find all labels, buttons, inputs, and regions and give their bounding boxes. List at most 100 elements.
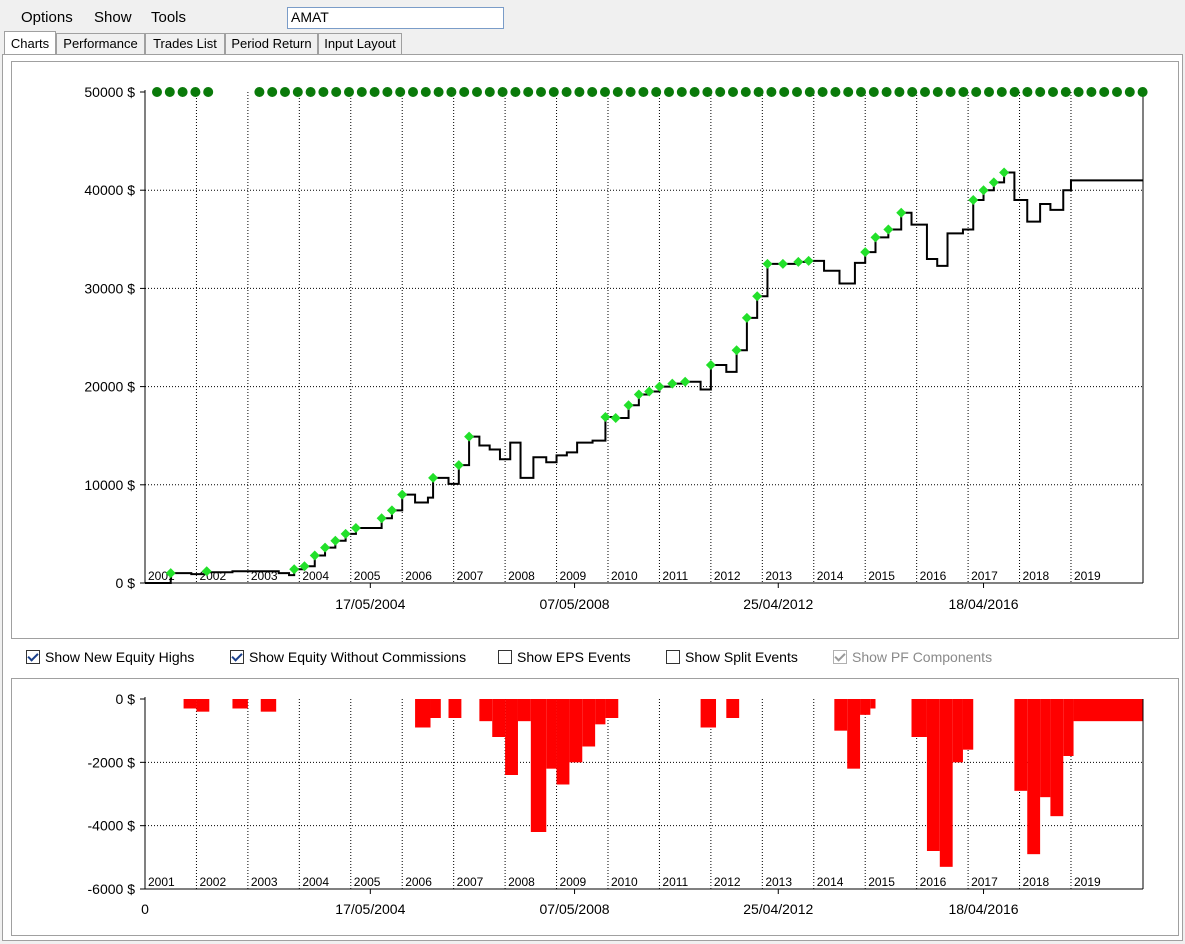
- top-marker: [190, 87, 201, 97]
- top-marker: [408, 87, 418, 97]
- top-marker: [856, 87, 866, 97]
- drawdown-bar: [1040, 699, 1051, 798]
- drawdown-bar: [492, 699, 506, 737]
- drawdown-bar: [860, 699, 871, 715]
- top-marker: [203, 87, 214, 97]
- year-label: 2017: [971, 875, 998, 889]
- y-tick-label: 10000 $: [84, 477, 135, 493]
- top-marker: [881, 87, 892, 97]
- top-marker: [1112, 87, 1122, 97]
- equity-chart-canvas: 50000 $ 40000 $ 30000 $ 20000 $ 10000 $ 0 $ 20…: [84, 84, 1148, 612]
- top-marker: [984, 87, 994, 97]
- date-label: 17/05/2004: [335, 901, 405, 917]
- equity-chart: 50000 $ 40000 $ 30000 $ 20000 $ 10000 $ 0 $ 20…: [11, 61, 1179, 639]
- new-high-marker: [644, 386, 655, 397]
- new-high-marker: [870, 232, 881, 243]
- drawdown-bar: [505, 699, 518, 775]
- option-show-equity-without-commissions[interactable]: Show Equity Without Commissions: [230, 649, 466, 665]
- top-marker: [715, 87, 726, 97]
- top-marker: [459, 87, 470, 97]
- tab-performance[interactable]: Performance: [56, 33, 145, 55]
- checkbox-pf-components: [833, 650, 847, 664]
- tab-input-layout[interactable]: Input Layout: [318, 33, 402, 55]
- date-label: 17/05/2004: [335, 596, 405, 612]
- new-high-marker: [860, 247, 871, 258]
- drawdown-bar: [847, 699, 861, 769]
- drawdown-bar: [430, 699, 441, 718]
- top-marker: [676, 87, 687, 97]
- new-high-marker: [988, 177, 999, 188]
- top-marker: [305, 87, 316, 97]
- new-high-marker: [777, 258, 788, 269]
- drawdown-bar: [479, 699, 493, 722]
- checkbox-equity-without-commissions[interactable]: [230, 650, 244, 664]
- date-label: 18/04/2016: [948, 901, 1018, 917]
- top-marker: [1124, 87, 1135, 97]
- drawdown-bar: [546, 699, 557, 769]
- year-label: 2002: [199, 875, 226, 889]
- option-show-pf-components: Show PF Components: [833, 649, 992, 665]
- top-marker: [894, 87, 905, 97]
- year-label: 2014: [817, 569, 844, 583]
- checkbox-eps-events[interactable]: [498, 650, 512, 664]
- y-tick-label: 0 $: [116, 691, 136, 707]
- symbol-input[interactable]: AMAT: [287, 7, 504, 29]
- drawdown-bar: [232, 699, 248, 709]
- year-label: 2004: [302, 569, 329, 583]
- top-marker: [1073, 87, 1084, 97]
- new-high-marker: [320, 542, 331, 553]
- new-high-marker: [752, 291, 763, 302]
- top-marker: [740, 87, 751, 97]
- new-high-marker: [165, 568, 176, 579]
- drawdown-bar: [911, 699, 927, 737]
- top-marker: [1137, 87, 1148, 97]
- tab-charts[interactable]: Charts: [4, 31, 56, 54]
- tab-period-return[interactable]: Period Return: [225, 33, 318, 55]
- top-marker: [1060, 87, 1071, 97]
- drawdown-bar: [926, 699, 940, 851]
- top-marker: [779, 87, 790, 97]
- top-marker: [164, 87, 175, 97]
- menu-tools[interactable]: Tools: [151, 9, 187, 26]
- year-label: 2009: [560, 569, 587, 583]
- tab-trades-list[interactable]: Trades List: [145, 33, 225, 55]
- top-marker: [497, 87, 508, 97]
- year-label: 2016: [920, 569, 947, 583]
- year-label: 2013: [765, 569, 792, 583]
- top-marker: [420, 87, 431, 97]
- top-marker: [920, 87, 930, 97]
- top-marker: [574, 87, 585, 97]
- year-label: 2008: [508, 875, 535, 889]
- top-marker: [753, 87, 764, 97]
- drawdown-bar: [595, 699, 606, 725]
- year-label: 2008: [508, 569, 535, 583]
- year-label: 2005: [354, 569, 381, 583]
- checkbox-new-equity-highs[interactable]: [26, 650, 40, 664]
- new-high-marker: [999, 167, 1010, 178]
- drawdown-bar: [582, 699, 596, 747]
- new-high-marker: [376, 513, 387, 524]
- new-high-marker: [386, 505, 397, 516]
- drawdown-bar: [415, 699, 431, 728]
- new-high-marker: [680, 376, 691, 387]
- top-marker: [792, 87, 802, 97]
- checkbox-split-events[interactable]: [666, 650, 680, 664]
- top-marker: [561, 87, 572, 97]
- option-show-new-equity-highs[interactable]: Show New Equity Highs: [26, 649, 194, 665]
- y-tick-label: 0 $: [116, 575, 136, 591]
- chart-options: Show New Equity Highs Show Equity Withou…: [12, 640, 1180, 676]
- top-marker: [587, 87, 598, 97]
- new-high-marker: [397, 489, 408, 500]
- menu-show[interactable]: Show: [94, 9, 132, 26]
- option-show-split-events[interactable]: Show Split Events: [666, 649, 798, 665]
- top-marker: [292, 87, 303, 97]
- top-marker: [254, 87, 265, 97]
- option-show-eps-events[interactable]: Show EPS Events: [498, 649, 631, 665]
- top-marker: [331, 87, 342, 97]
- drawdown-bar: [952, 699, 963, 763]
- menu-options[interactable]: Options: [21, 9, 73, 26]
- top-marker: [804, 87, 815, 97]
- top-marker: [971, 87, 982, 97]
- year-label: 2015: [868, 569, 895, 583]
- top-marker: [996, 87, 1007, 97]
